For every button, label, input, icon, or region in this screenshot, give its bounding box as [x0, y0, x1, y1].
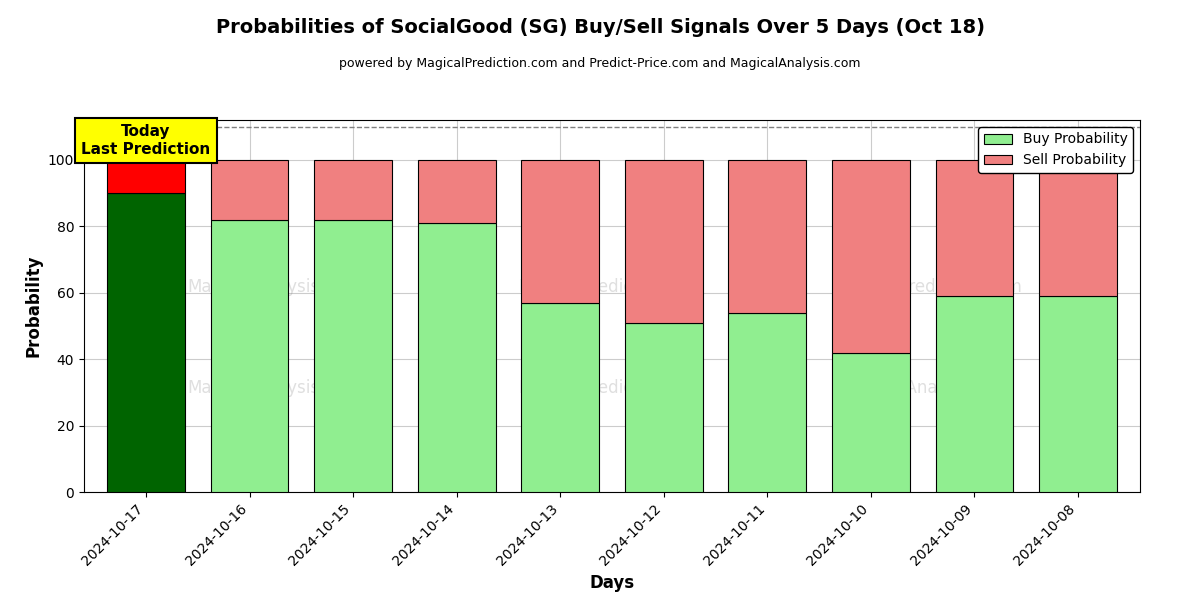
Bar [314, 220, 392, 492]
Bar [522, 302, 599, 492]
Text: Probabilities of SocialGood (SG) Buy/Sell Signals Over 5 Days (Oct 18): Probabilities of SocialGood (SG) Buy/Sel… [216, 18, 984, 37]
Bar [522, 160, 599, 302]
Bar [314, 160, 392, 220]
Y-axis label: Probability: Probability [24, 255, 42, 357]
Text: powered by MagicalPrediction.com and Predict-Price.com and MagicalAnalysis.com: powered by MagicalPrediction.com and Pre… [340, 57, 860, 70]
Bar [728, 313, 806, 492]
Bar [1039, 296, 1117, 492]
Bar [832, 160, 910, 352]
Bar [625, 160, 702, 323]
Bar [418, 160, 496, 223]
Legend: Buy Probability, Sell Probability: Buy Probability, Sell Probability [978, 127, 1133, 173]
Bar [625, 323, 702, 492]
Bar [936, 296, 1013, 492]
Bar [832, 352, 910, 492]
Bar [936, 160, 1013, 296]
Text: Today
Last Prediction: Today Last Prediction [82, 124, 211, 157]
Bar [211, 220, 288, 492]
X-axis label: Days: Days [589, 574, 635, 592]
Text: MagicalAnalysis.com: MagicalAnalysis.com [187, 379, 360, 397]
Bar [418, 223, 496, 492]
Text: MagicalAnalysis.com: MagicalAnalysis.com [842, 379, 1015, 397]
Bar [211, 160, 288, 220]
Bar [728, 160, 806, 313]
Bar [107, 193, 185, 492]
Text: MagicalPrediction.com: MagicalPrediction.com [835, 278, 1022, 296]
Text: MagicalPrediction.com: MagicalPrediction.com [518, 379, 706, 397]
Bar [1039, 160, 1117, 296]
Bar [107, 160, 185, 193]
Text: MagicalAnalysis.com: MagicalAnalysis.com [187, 278, 360, 296]
Text: MagicalPrediction.com: MagicalPrediction.com [518, 278, 706, 296]
